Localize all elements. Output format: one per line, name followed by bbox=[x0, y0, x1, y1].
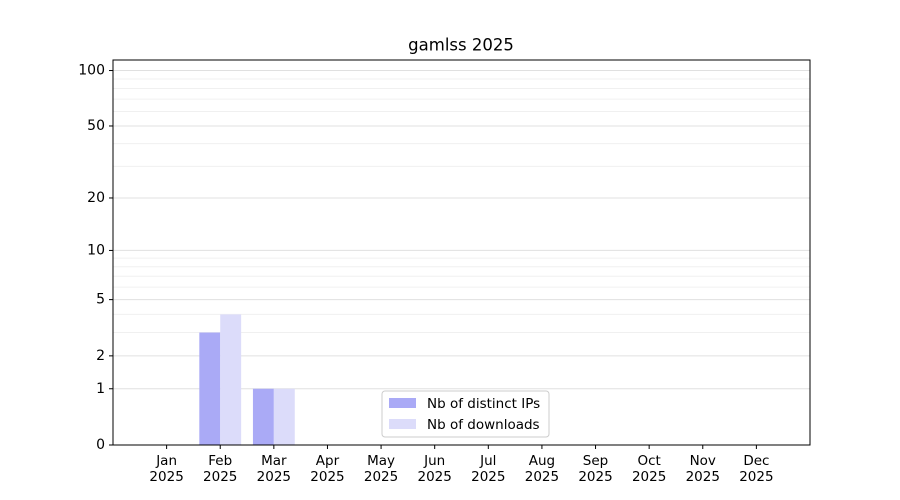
x-tick-label: Apr 2025 bbox=[310, 453, 345, 485]
x-tick-label: Oct 2025 bbox=[631, 453, 667, 485]
y-tick-label: 5 bbox=[96, 292, 105, 308]
x-tick-label: May 2025 bbox=[363, 453, 399, 485]
legend-label: Nb of distinct IPs bbox=[427, 396, 540, 412]
legend-swatch bbox=[389, 398, 416, 408]
y-tick-label: 50 bbox=[87, 118, 105, 134]
bar bbox=[220, 314, 242, 445]
y-tick-label: 20 bbox=[87, 190, 105, 206]
y-tick-label: 1 bbox=[96, 381, 105, 397]
x-tick-label: Dec 2025 bbox=[739, 453, 774, 485]
legend-swatch bbox=[389, 419, 416, 429]
plot-frame bbox=[112, 59, 811, 446]
x-tick-label: Feb 2025 bbox=[203, 453, 238, 485]
x-tick-label: Sep 2025 bbox=[578, 453, 613, 485]
y-tick-label: 0 bbox=[96, 437, 105, 453]
x-tick-label: Nov 2025 bbox=[685, 453, 720, 485]
y-tick-label: 2 bbox=[96, 348, 105, 364]
legend-box bbox=[381, 390, 550, 438]
x-tick-label: Jun 2025 bbox=[417, 453, 452, 485]
x-tick-label: Jul 2025 bbox=[471, 453, 506, 485]
legend: Nb of distinct IPs Nb of downloads bbox=[381, 390, 550, 438]
chart-title: gamlss 2025 bbox=[408, 36, 514, 55]
y-tick-label: 10 bbox=[87, 242, 105, 258]
bar bbox=[199, 332, 221, 445]
bar bbox=[252, 388, 274, 445]
y-tick-label: 100 bbox=[78, 63, 105, 79]
x-tick-label: Jan 2025 bbox=[149, 453, 184, 485]
legend-label: Nb of downloads bbox=[427, 417, 540, 433]
x-tick-label: Mar 2025 bbox=[256, 453, 292, 485]
bar bbox=[273, 388, 295, 445]
x-tick-label: Aug 2025 bbox=[524, 453, 560, 485]
